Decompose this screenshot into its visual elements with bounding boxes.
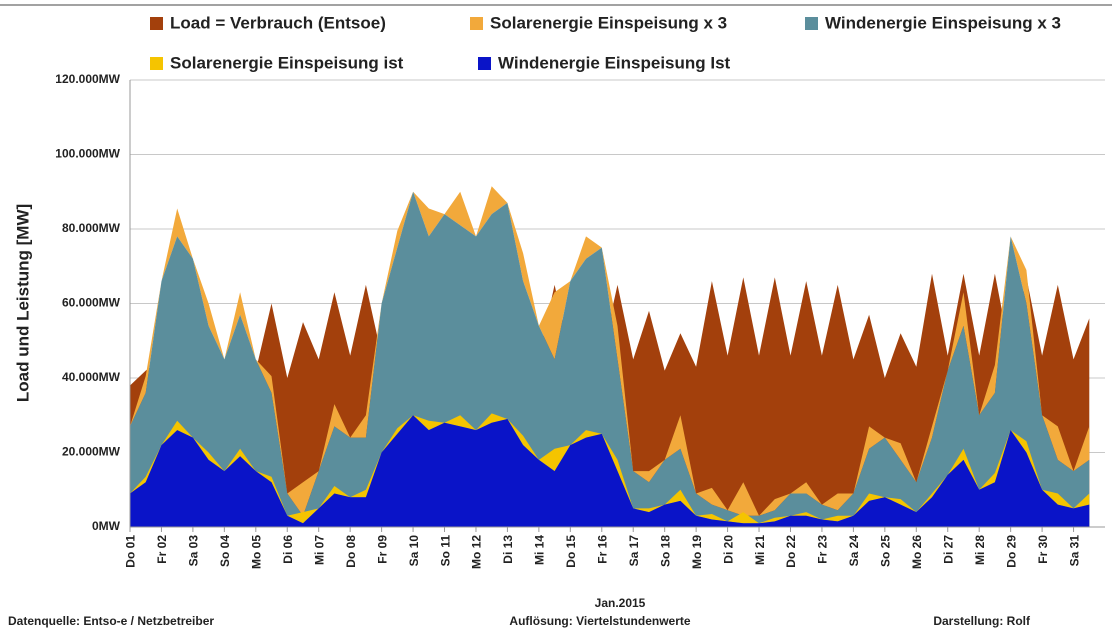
legend-swatch (150, 57, 163, 70)
footnote: Datenquelle: Entso-e / Netzbetreiber (8, 614, 214, 628)
x-tick-label: Di 06 (281, 535, 295, 564)
x-tick-label: Sa 17 (627, 535, 641, 567)
x-tick-label: Fr 23 (816, 535, 830, 564)
x-tick-label: So 11 (438, 535, 452, 567)
x-tick-label: So 18 (658, 535, 672, 567)
x-tick-label: Do 08 (344, 535, 358, 568)
area (130, 415, 1090, 527)
y-tick-label: 0MW (92, 519, 121, 533)
x-tick-label: Mi 28 (973, 535, 987, 565)
x-tick-label: Fr 16 (596, 535, 610, 564)
legend-swatch (478, 57, 491, 70)
x-tick-label: Mo 19 (690, 535, 704, 569)
x-tick-label: Di 27 (941, 535, 955, 564)
x-tick-label: So 04 (218, 535, 232, 567)
x-tick-label: Mi 14 (533, 535, 547, 565)
x-tick-label: Do 22 (784, 535, 798, 568)
x-tick-label: Di 13 (501, 535, 515, 564)
legend-label: Solarenergie Einspeisung ist (170, 53, 404, 72)
x-tick-label: Fr 09 (375, 535, 389, 564)
y-tick-label: 40.000MW (62, 370, 121, 384)
x-tick-label: Do 15 (564, 535, 578, 568)
legend-label: Solarenergie Einspeisung x 3 (490, 13, 727, 32)
x-tick-label: Sa 24 (847, 535, 861, 567)
x-tick-label: Fr 30 (1036, 535, 1050, 564)
x-tick-label: Sa 10 (407, 535, 421, 567)
y-tick-label: 20.000MW (62, 445, 121, 459)
x-tick-label: Di 20 (721, 535, 735, 564)
x-tick-label: Sa 03 (187, 535, 201, 567)
area (130, 191, 1090, 528)
x-tick-label: Do 01 (124, 535, 138, 568)
y-axis-label: Load und Leistung [MW] (13, 204, 32, 402)
x-axis-label: Jan.2015 (595, 596, 646, 610)
x-tick-label: Mo 12 (470, 535, 484, 569)
x-tick-label: Mi 21 (753, 535, 767, 565)
legend-label: Windenergie Einspeisung Ist (498, 53, 731, 72)
x-tick-label: Sa 31 (1067, 535, 1081, 567)
y-tick-label: 120.000MW (55, 72, 120, 86)
x-tick-label: Mi 07 (312, 535, 326, 565)
legend-label: Load = Verbrauch (Entsoe) (170, 13, 386, 32)
x-tick-label: Mo 26 (910, 535, 924, 569)
x-tick-label: Fr 02 (155, 535, 169, 564)
x-tick-label: Mo 05 (250, 535, 264, 569)
footnote: Auflösung: Viertelstundenwerte (509, 614, 690, 628)
footnote: Darstellung: Rolf (933, 614, 1031, 628)
y-tick-label: 100.000MW (55, 147, 120, 161)
x-tick-label: Do 29 (1004, 535, 1018, 568)
y-tick-label: 60.000MW (62, 296, 121, 310)
legend-swatch (470, 17, 483, 30)
y-tick-label: 80.000MW (62, 221, 121, 235)
legend-swatch (150, 17, 163, 30)
x-tick-label: So 25 (879, 535, 893, 567)
legend-label: Windenergie Einspeisung x 3 (825, 13, 1061, 32)
legend-swatch (805, 17, 818, 30)
